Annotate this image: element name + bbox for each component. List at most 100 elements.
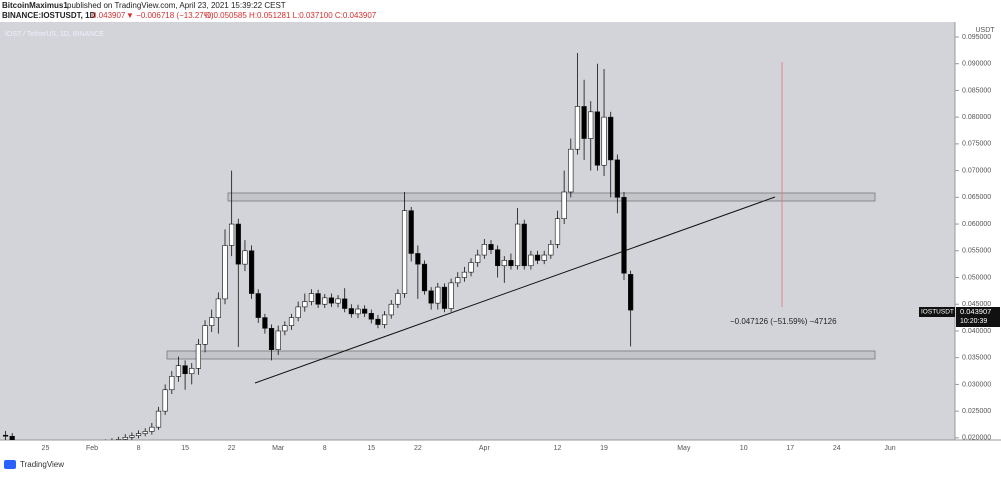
candle-body: [574, 106, 581, 150]
x-tick-label: 17: [786, 445, 794, 452]
candle-body: [541, 254, 547, 261]
candle-body: [594, 111, 600, 166]
candle-body: [262, 317, 268, 329]
candle-body: [554, 218, 561, 245]
x-tick-label: 8: [323, 445, 327, 452]
countdown: 10:20:39: [960, 318, 987, 325]
y-tick-label: 0.060000: [962, 221, 991, 228]
candle-body: [116, 439, 122, 440]
candle-body: [322, 297, 328, 305]
candle-body: [155, 410, 162, 428]
last-price: 0.043907: [92, 11, 126, 20]
x-tick-label: 22: [414, 445, 422, 452]
candle-body: [308, 293, 315, 302]
candle-body: [268, 327, 275, 350]
brand-logo: [4, 460, 16, 469]
candle-body: [215, 298, 221, 318]
candle-body: [129, 435, 135, 438]
x-tick-label: 25: [42, 445, 50, 452]
candle-body: [195, 344, 202, 369]
candle-body: [275, 330, 281, 350]
candle-body: [548, 244, 554, 256]
candle-body: [441, 286, 448, 309]
candle-body: [408, 210, 414, 254]
measure-label: −0.047126 (−51.59%) −47126: [730, 317, 837, 326]
y-tick-label: 0.030000: [962, 381, 991, 388]
x-tick-label: 8: [137, 445, 141, 452]
candle-body: [395, 293, 401, 305]
y-tick-label: 0.075000: [962, 141, 991, 148]
candle-body: [355, 308, 361, 315]
candle-body: [328, 297, 335, 304]
candle-body: [169, 376, 175, 391]
candle-body: [122, 437, 128, 440]
candle-body: [222, 245, 228, 300]
y-tick-label: 0.020000: [962, 435, 991, 442]
y-tick-label: 0.085000: [962, 87, 991, 94]
candle-body: [162, 389, 168, 412]
candle-body: [37, 445, 42, 446]
candle-body: [23, 446, 28, 447]
candle-body: [488, 244, 494, 251]
resistance-zone: [227, 192, 876, 202]
candle-body: [448, 282, 454, 309]
candle-body: [534, 254, 541, 261]
candle-body: [189, 368, 195, 375]
candle-body: [63, 445, 68, 447]
symbol: BINANCE:IOSTUSDT, 1D: [2, 11, 96, 20]
x-tick-label: 15: [181, 445, 189, 452]
author: BitcoinMaximus1: [2, 1, 68, 10]
y-tick-label: 0.025000: [962, 408, 991, 415]
candle-body: [209, 317, 215, 326]
price-tag-symbol-text: IOSTUSDT: [921, 309, 954, 316]
price-tag-symbol: [919, 307, 955, 317]
x-tick-label: Feb: [86, 445, 98, 452]
ohlc: O:0.050585 H:0.051281 L:0.037100 C:0.043…: [205, 11, 377, 20]
candle-body: [501, 260, 507, 267]
candle-body: [481, 244, 487, 256]
candle-body: [295, 306, 301, 318]
candle-body: [461, 271, 468, 278]
candle-body: [302, 301, 308, 308]
candle-body: [375, 318, 381, 325]
y-axis-area: [955, 22, 1001, 440]
candle-body: [475, 254, 481, 263]
candle-body: [315, 293, 321, 305]
candle-body: [608, 116, 614, 161]
candle-body: [495, 249, 501, 267]
y-axis-label: USDT: [975, 27, 995, 34]
candle-body: [421, 263, 428, 292]
x-tick-label: 10: [740, 445, 748, 452]
candle-body: [514, 223, 521, 267]
candle-body: [508, 260, 514, 267]
candle-body: [601, 116, 607, 166]
candle-body: [235, 223, 241, 265]
candle-body: [30, 445, 35, 447]
change: ▼ −0.006718 (−13.27%): [126, 11, 214, 20]
candle-body: [628, 274, 634, 311]
trend-line: [254, 196, 776, 384]
candle-body: [415, 253, 421, 265]
plot: −0.047126 (−51.59%) −47126: [2, 53, 876, 447]
candle-body: [56, 445, 61, 446]
y-tick-label: 0.080000: [962, 114, 991, 121]
x-tick-label: Jun: [884, 445, 895, 452]
candle-body: [428, 290, 434, 304]
candle-body: [282, 325, 288, 332]
candle-body: [70, 445, 75, 446]
candle-body: [255, 293, 261, 318]
candle-body: [202, 325, 208, 345]
candle-body: [568, 148, 574, 193]
y-tick-label: 0.055000: [962, 248, 991, 255]
candle-body: [17, 443, 22, 446]
candle-body: [455, 277, 461, 284]
candle-body: [142, 431, 148, 434]
watermark: IOST / TetherUS, 1D, BINANCE: [5, 31, 104, 38]
candle-body: [368, 313, 374, 320]
candle-body: [288, 317, 295, 326]
plot-area: [0, 22, 955, 440]
price-tag: [956, 307, 1000, 327]
candle-body: [588, 111, 594, 139]
candle-body: [342, 298, 348, 309]
